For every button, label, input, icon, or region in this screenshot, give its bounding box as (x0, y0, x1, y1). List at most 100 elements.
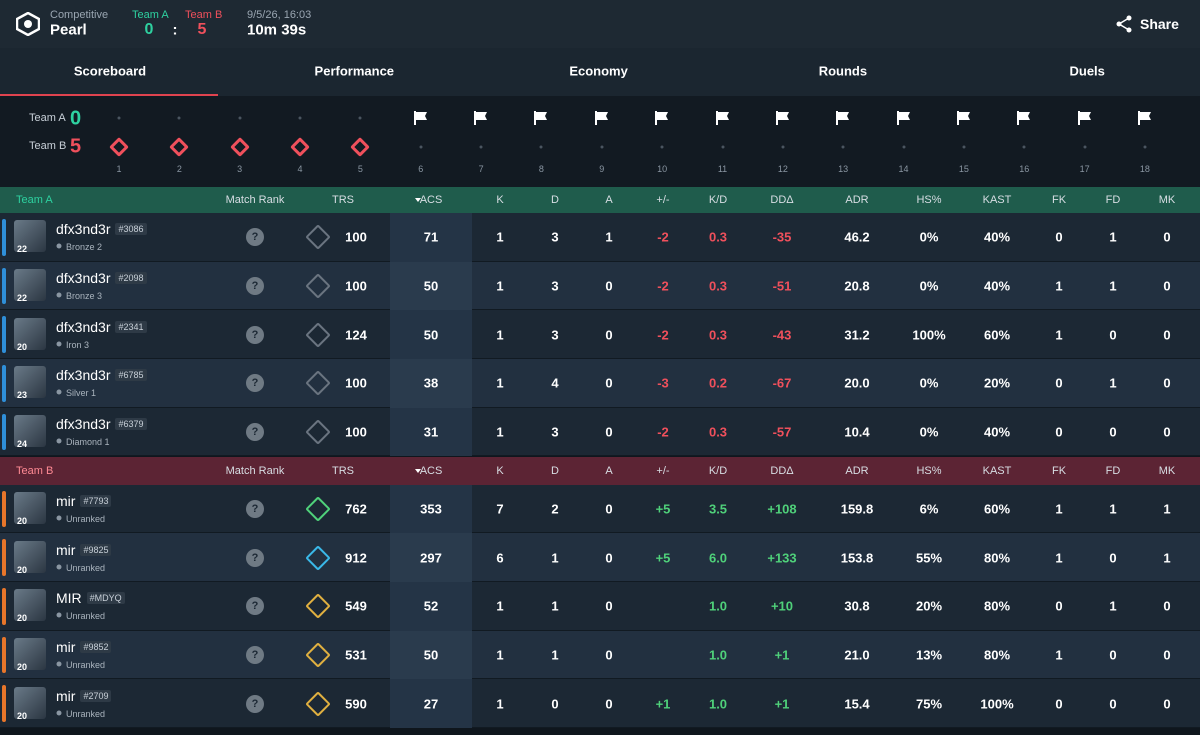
stat-d: 3 (551, 229, 559, 245)
stat-fk: 0 (1055, 696, 1063, 712)
stat-fk: 0 (1055, 598, 1063, 614)
player-level: 20 (17, 710, 28, 721)
stat-fd: 1 (1109, 598, 1117, 614)
tab[interactable]: Economy (569, 63, 628, 79)
flag-icon (775, 111, 789, 125)
stat-trs: 531 (345, 647, 367, 663)
tab[interactable]: Rounds (818, 63, 868, 79)
round-number: 5 (357, 164, 363, 174)
stat-trs: 100 (345, 229, 367, 245)
player-name: dfx3nd3r (56, 318, 111, 335)
stat-trs: 100 (345, 424, 367, 440)
round-dot (721, 145, 724, 149)
round-flag (1077, 110, 1093, 126)
stat-fd: 0 (1109, 550, 1117, 566)
tab[interactable]: Duels (1069, 63, 1105, 79)
round-team-b-label: Team B (29, 140, 67, 152)
rank-dot (56, 612, 62, 618)
player-avatar (14, 589, 46, 622)
flag-icon (715, 111, 729, 125)
stat-adr: 31.2 (844, 327, 870, 343)
column-header: TRS (332, 464, 354, 477)
round-dot (298, 116, 302, 120)
column-header: FK (1051, 464, 1067, 477)
stat-k: 1 (496, 696, 504, 712)
stat-a: 0 (605, 424, 613, 440)
player-level: 20 (17, 564, 28, 575)
stat-hs: 100% (912, 327, 946, 343)
sort-arrow (415, 468, 421, 473)
stat-acs: 353 (420, 501, 442, 517)
column-header: DDΔ (770, 464, 794, 477)
stat-k: 1 (496, 229, 504, 245)
map-name: Pearl (50, 21, 87, 39)
round-dot (117, 116, 121, 120)
column-header: A (605, 464, 613, 477)
team-header-row (0, 187, 1200, 213)
round-dot (841, 145, 845, 149)
stat-acs: 31 (423, 424, 439, 440)
player-name: mir (56, 687, 76, 704)
tab[interactable]: Performance (314, 63, 395, 79)
share-icon[interactable] (1115, 15, 1133, 33)
team-accent (2, 636, 6, 674)
column-header: KAST (982, 194, 1012, 206)
stat-dd: -35 (772, 229, 792, 245)
stat-k: 7 (496, 501, 504, 517)
round-number: 12 (777, 164, 788, 174)
team-accent (2, 685, 6, 722)
player-avatar (14, 415, 46, 448)
stat-adr: 46.2 (844, 229, 870, 245)
stat-a: 0 (605, 696, 613, 712)
round-dot (419, 145, 423, 149)
player-rank: Unranked (66, 659, 106, 670)
stat-acs: 38 (423, 375, 439, 391)
round-dot (1143, 145, 1147, 149)
team-accent (2, 267, 6, 305)
player-tag: #2341 (115, 320, 147, 333)
stat-hs: 6% (919, 501, 939, 517)
column-header: K (496, 194, 504, 206)
flag-icon (413, 111, 427, 125)
tab-underline (0, 94, 218, 96)
stat-hs: 0% (919, 229, 939, 245)
player-tag: #3086 (115, 223, 147, 236)
round-flag (654, 110, 670, 126)
stat-trs: 100 (345, 278, 367, 294)
player-row (0, 679, 1200, 728)
stat-adr: 20.0 (844, 375, 870, 391)
stat-fk: 0 (1055, 424, 1063, 440)
round-number: 9 (599, 164, 605, 174)
stat-trs: 124 (345, 327, 367, 343)
round-number: 10 (657, 164, 668, 174)
logo (16, 12, 40, 36)
player-level: 20 (17, 341, 28, 352)
stat-a: 0 (605, 501, 613, 517)
stat-pm: -2 (657, 424, 669, 440)
player-rank: Bronze 2 (66, 242, 103, 253)
player-name: MIR (56, 590, 82, 607)
column-header: D (551, 464, 559, 477)
share-button[interactable]: Share (1140, 16, 1179, 32)
stat-pm: +5 (655, 501, 671, 517)
team-a-label: Team A (132, 9, 169, 21)
stat-d: 3 (551, 278, 559, 294)
round-dot (962, 145, 966, 149)
stat-a: 1 (605, 229, 613, 245)
stat-fk: 1 (1055, 647, 1063, 663)
player-avatar (14, 366, 46, 399)
match-rank-icon: ? (246, 228, 264, 247)
stat-k: 6 (496, 550, 504, 566)
stat-fk: 0 (1055, 375, 1063, 391)
round-dot (177, 116, 181, 120)
stat-acs: 50 (423, 327, 439, 343)
player-level: 20 (17, 515, 28, 526)
stat-dd: +1 (774, 647, 790, 663)
stat-kd: 6.0 (708, 550, 728, 566)
tab[interactable]: Scoreboard (73, 63, 147, 79)
round-flag (413, 110, 429, 126)
player-avatar (14, 540, 46, 573)
stat-k: 1 (496, 327, 504, 343)
player-avatar (14, 637, 46, 670)
flag-icon (1077, 111, 1091, 125)
